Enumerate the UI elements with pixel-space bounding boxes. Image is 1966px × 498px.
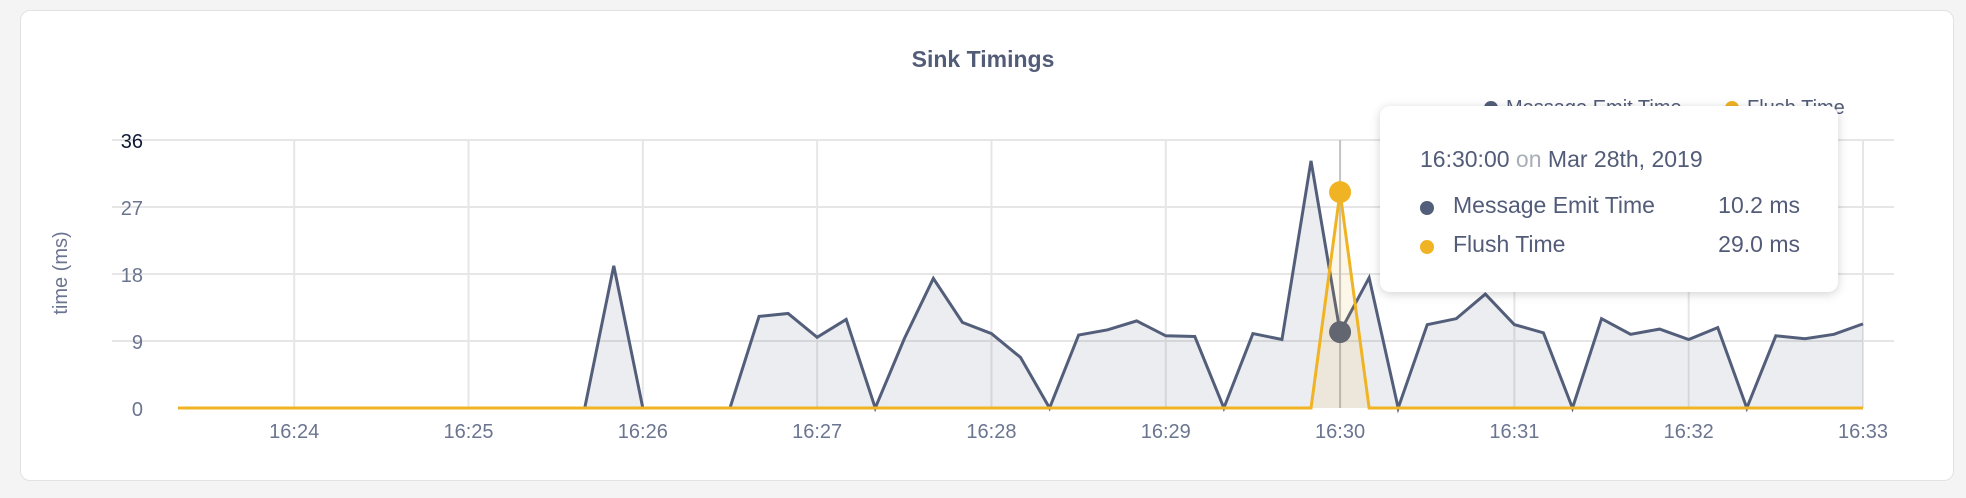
tooltip-header: 16:30:00 on Mar 28th, 2019 [1420, 146, 1703, 173]
tooltip-date: Mar 28th, 2019 [1547, 146, 1703, 172]
series-marker-icon [1420, 240, 1434, 254]
tooltip-label: Flush Time [1453, 231, 1566, 257]
y-tick-label: 36 [121, 131, 143, 153]
series-line-flush-time [178, 191, 1863, 410]
tooltip-label: Message Emit Time [1453, 192, 1655, 218]
y-tick-label: 9 [132, 332, 143, 354]
series-marker-icon [1420, 201, 1434, 215]
chart-title: Sink Timings [911, 46, 1055, 72]
x-tick-label: 16:28 [966, 421, 1016, 443]
tooltip-value: 29.0 ms [1718, 231, 1800, 257]
x-tick-label: 16:33 [1838, 421, 1888, 443]
y-tick-label: 0 [132, 399, 143, 421]
data-point [1329, 321, 1352, 344]
x-tick-label: 16:25 [443, 421, 493, 443]
tooltip-time: 16:30:00 [1420, 146, 1510, 172]
x-tick-label: 16:24 [269, 421, 319, 443]
x-tick-label: 16:27 [792, 421, 842, 443]
tooltip-row-message-emit-time: Message Emit Time 10.2 ms [1420, 192, 1800, 222]
tooltip-on: on [1515, 146, 1542, 172]
chart-tooltip: 16:30:00 on Mar 28th, 2019 Message Emit … [1380, 106, 1838, 292]
y-axis-label: time (ms) [50, 231, 72, 314]
data-point [1329, 181, 1352, 204]
x-tick-label: 16:29 [1141, 421, 1191, 443]
tooltip-row-flush-time: Flush Time 29.0 ms [1420, 231, 1800, 261]
series-area-message-emit-time [178, 160, 1863, 408]
x-tick-label: 16:26 [618, 421, 668, 443]
y-tick-label: 18 [121, 265, 143, 287]
y-tick-label: 27 [121, 198, 143, 220]
x-tick-label: 16:31 [1489, 421, 1539, 443]
tooltip-value: 10.2 ms [1718, 192, 1800, 218]
x-tick-label: 16:32 [1664, 421, 1714, 443]
x-tick-label: 16:30 [1315, 421, 1365, 443]
